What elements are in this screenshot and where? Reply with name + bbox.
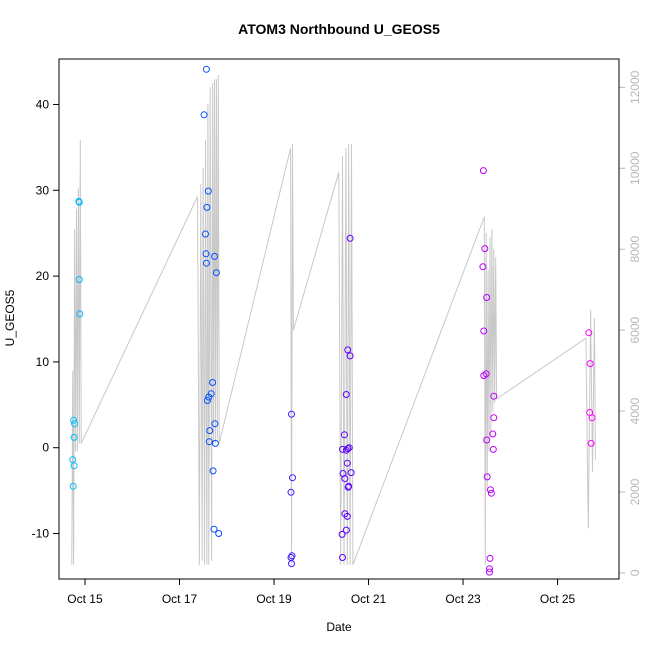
data-point bbox=[209, 379, 217, 386]
data-point bbox=[205, 393, 213, 401]
data-point bbox=[202, 230, 209, 238]
data-point bbox=[205, 438, 213, 446]
data-point bbox=[482, 370, 490, 378]
data-point bbox=[339, 554, 346, 561]
data-point bbox=[76, 310, 84, 318]
y2-tick-label: 12000 bbox=[628, 70, 642, 104]
y-tick-label: 30 bbox=[36, 183, 50, 197]
data-point bbox=[346, 352, 354, 360]
data-point bbox=[588, 414, 596, 422]
data-point bbox=[486, 568, 493, 576]
data-point bbox=[70, 433, 78, 441]
data-point bbox=[211, 439, 219, 447]
data-point bbox=[342, 526, 350, 534]
altitude-line bbox=[71, 75, 596, 565]
data-point bbox=[344, 445, 352, 453]
x-tick-label: Oct 21 bbox=[351, 592, 387, 606]
data-point bbox=[69, 482, 77, 490]
data-point bbox=[343, 512, 351, 520]
data-point bbox=[215, 530, 223, 537]
data-point bbox=[202, 250, 210, 258]
data-point bbox=[345, 482, 353, 490]
data-point bbox=[483, 473, 491, 481]
data-point bbox=[340, 431, 348, 439]
data-point bbox=[345, 444, 353, 452]
data-point bbox=[487, 489, 495, 497]
data-point bbox=[585, 329, 593, 337]
data-point bbox=[481, 245, 489, 253]
y-axis-label: U_GEOS5 bbox=[3, 289, 17, 346]
data-point bbox=[210, 525, 218, 533]
y2-tick-label: 2000 bbox=[628, 478, 642, 505]
data-point bbox=[212, 269, 220, 277]
data-point bbox=[344, 346, 352, 354]
data-point bbox=[489, 445, 497, 453]
y-tick-label: 10 bbox=[36, 355, 50, 369]
y2-tick-label: 0 bbox=[628, 569, 642, 576]
data-point bbox=[480, 327, 488, 335]
x-tick-label: Oct 25 bbox=[540, 592, 576, 606]
data-point bbox=[338, 530, 346, 538]
y2-tick-label: 10000 bbox=[628, 151, 642, 185]
data-point bbox=[483, 436, 491, 444]
y-tick-label: 20 bbox=[36, 269, 50, 283]
data-point bbox=[209, 467, 217, 475]
data-point bbox=[342, 391, 350, 398]
plot-frame bbox=[58, 58, 620, 580]
data-point bbox=[70, 462, 78, 470]
data-point bbox=[75, 276, 83, 283]
data-point bbox=[483, 294, 491, 301]
data-point bbox=[75, 198, 83, 206]
data-point bbox=[211, 420, 219, 428]
x-tick-label: Oct 17 bbox=[162, 592, 198, 606]
data-point bbox=[200, 111, 208, 119]
data-point bbox=[288, 560, 295, 568]
points-layer bbox=[69, 65, 596, 576]
y-tick-label: 0 bbox=[42, 441, 49, 455]
y-tick-label: 40 bbox=[36, 97, 50, 111]
data-point bbox=[341, 475, 349, 483]
data-point bbox=[587, 439, 595, 447]
axes-layer: Oct 15 Oct 17 Oct 19 Oct 21 Oct 23 Oct 25 -10 0… bbox=[32, 70, 642, 606]
x-tick-label: Oct 19 bbox=[256, 592, 292, 606]
data-point bbox=[479, 263, 487, 271]
data-point bbox=[346, 234, 354, 242]
data-point bbox=[490, 392, 498, 400]
data-point bbox=[487, 486, 494, 494]
data-point bbox=[203, 397, 211, 404]
data-point bbox=[203, 203, 211, 211]
x-axis-label: Date bbox=[326, 620, 352, 634]
x-tick-label: Oct 23 bbox=[445, 592, 481, 606]
data-point bbox=[287, 488, 295, 496]
x-tick-label: Oct 15 bbox=[67, 592, 103, 606]
y2-tick-label: 6000 bbox=[628, 316, 642, 343]
data-point bbox=[486, 554, 494, 562]
data-point bbox=[347, 469, 355, 477]
y-tick-label: -10 bbox=[32, 527, 50, 541]
data-point bbox=[206, 427, 214, 435]
data-point bbox=[70, 416, 78, 424]
data-point bbox=[343, 459, 351, 467]
data-point bbox=[479, 167, 487, 175]
y2-tick-label: 8000 bbox=[628, 236, 642, 263]
data-point bbox=[486, 565, 493, 573]
chart-title: ATOM3 Northbound U_GEOS5 bbox=[238, 21, 440, 37]
data-point bbox=[288, 410, 295, 418]
data-point bbox=[71, 420, 79, 428]
altitude-line-layer bbox=[71, 75, 596, 565]
data-point bbox=[490, 414, 498, 422]
data-point bbox=[288, 552, 296, 560]
y2-tick-label: 4000 bbox=[628, 397, 642, 424]
data-point bbox=[211, 252, 218, 260]
data-point bbox=[202, 65, 210, 73]
data-point bbox=[204, 187, 212, 195]
data-point bbox=[339, 445, 346, 453]
data-point bbox=[489, 430, 497, 438]
data-point bbox=[289, 474, 296, 482]
data-point bbox=[202, 259, 210, 267]
data-point bbox=[586, 360, 594, 368]
